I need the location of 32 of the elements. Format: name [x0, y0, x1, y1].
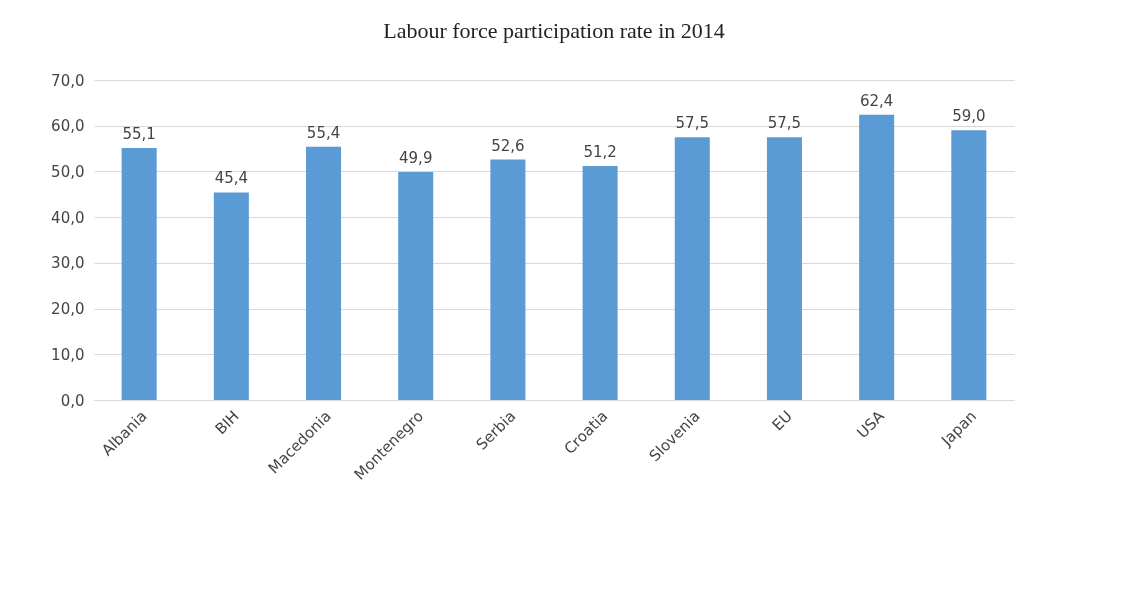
y-tick-label: 40,0	[51, 208, 85, 227]
chart-title: Labour force participation rate in 2014	[383, 18, 725, 43]
data-label: 55,1	[122, 125, 156, 144]
x-tick-label: EU	[768, 407, 796, 435]
x-tick-label: USA	[853, 406, 889, 442]
bar	[766, 137, 802, 400]
x-tick-label: BIH	[211, 407, 243, 439]
data-label: 52,6	[491, 136, 525, 155]
data-label: 57,5	[767, 114, 802, 133]
y-tick-label: 60,0	[51, 117, 85, 136]
bar	[674, 137, 710, 400]
data-label: 45,4	[214, 169, 249, 188]
bar	[213, 192, 249, 400]
bar	[490, 159, 526, 400]
y-tick-label: 20,0	[51, 300, 85, 319]
data-label: 62,4	[859, 91, 894, 110]
bar	[859, 114, 895, 400]
bar	[306, 146, 342, 400]
data-label: 51,2	[583, 142, 617, 161]
y-tick-label: 30,0	[51, 254, 85, 273]
y-tick-label: 70,0	[51, 71, 85, 90]
data-label: 59,0	[952, 107, 986, 126]
bar	[582, 165, 618, 400]
data-label: 49,9	[399, 148, 433, 167]
y-tick-label: 0,0	[60, 391, 85, 410]
data-label: 55,4	[306, 123, 341, 142]
bar	[951, 130, 987, 400]
y-tick-label: 50,0	[51, 162, 85, 181]
data-label: 57,5	[675, 114, 709, 133]
bar	[121, 148, 157, 400]
bar	[398, 171, 434, 400]
y-tick-label: 10,0	[51, 345, 85, 364]
